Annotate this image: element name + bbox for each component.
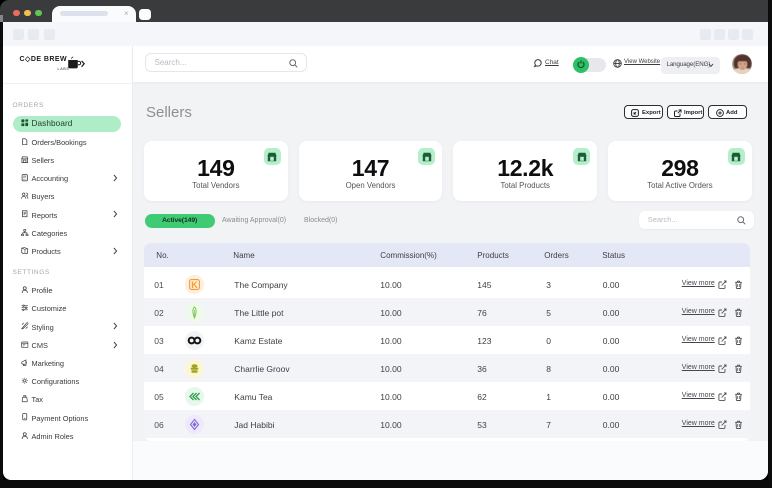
svg-text:K: K [192, 280, 199, 290]
